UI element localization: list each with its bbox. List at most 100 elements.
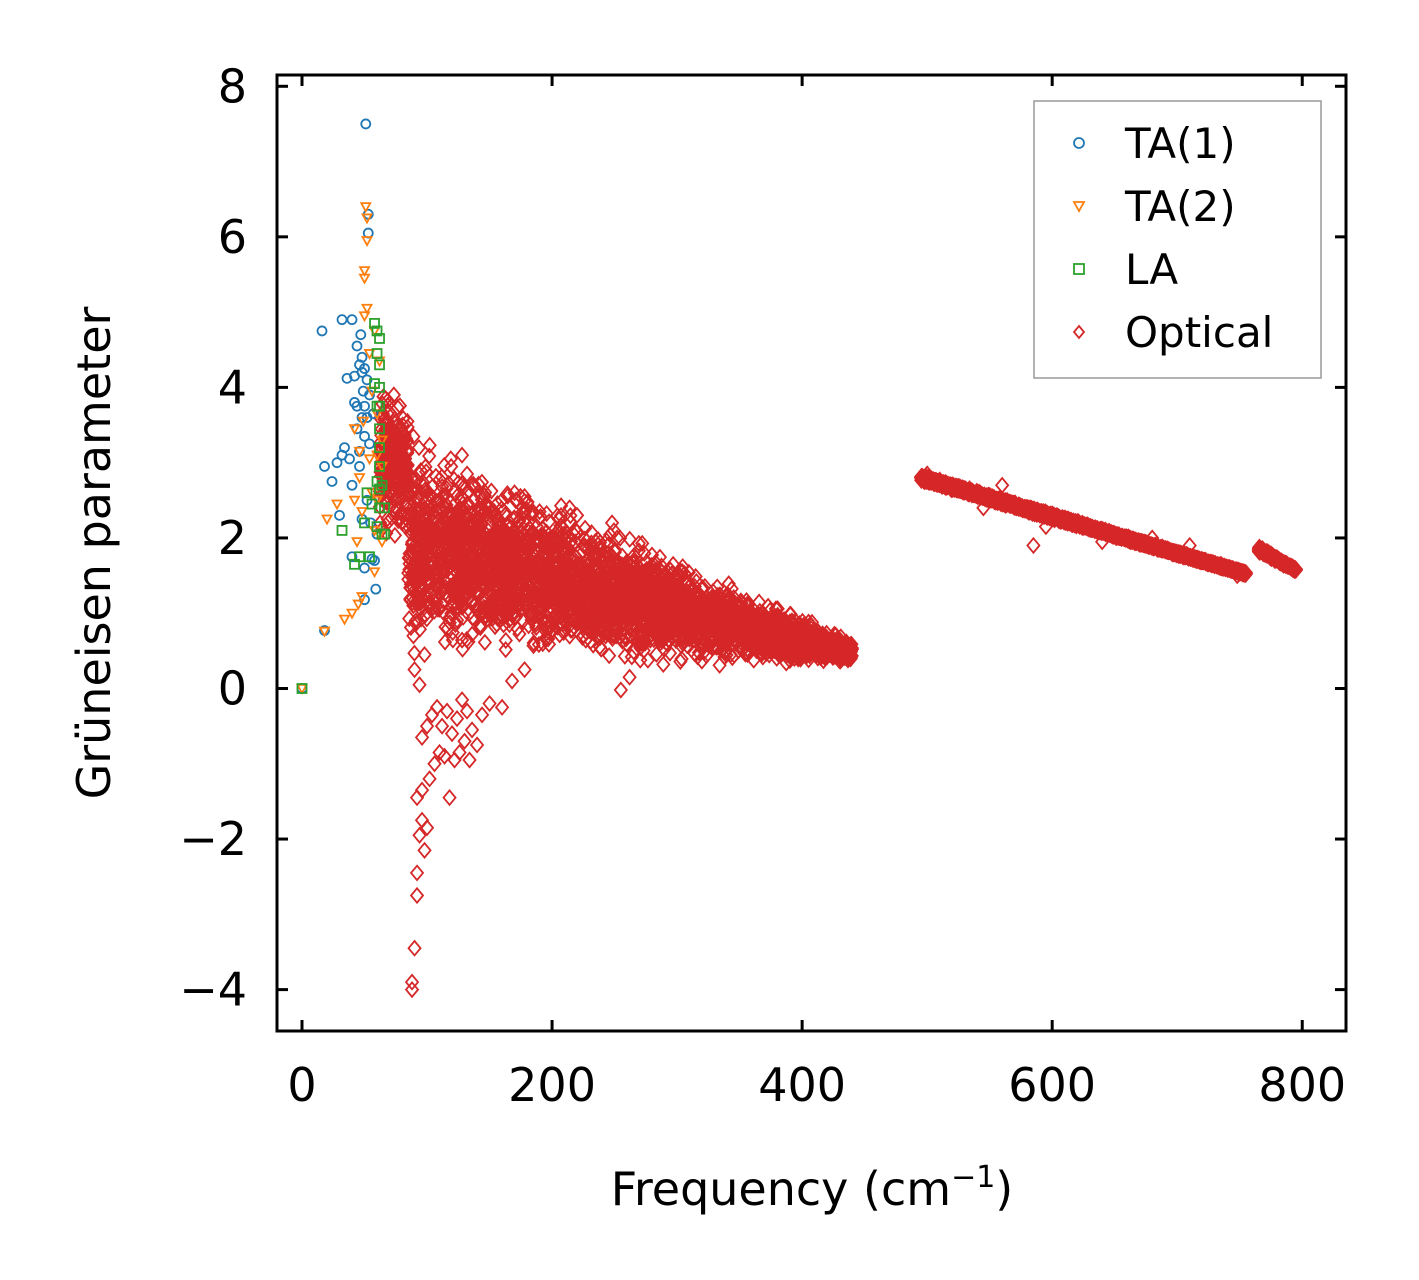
optical-point — [677, 565, 692, 583]
optical-point — [513, 536, 529, 554]
optical-point — [422, 518, 437, 536]
optical-point — [677, 617, 692, 636]
optical-point — [498, 641, 513, 659]
optical-point — [375, 463, 391, 481]
optical-point — [490, 610, 506, 628]
optical-point — [710, 624, 726, 642]
optical-point — [607, 543, 623, 561]
optical-point — [627, 615, 643, 634]
optical-point — [444, 597, 459, 615]
optical-point — [395, 416, 410, 434]
optical-point — [605, 588, 621, 606]
optical-point — [427, 577, 442, 595]
optical-point — [443, 504, 458, 522]
optical-point — [676, 628, 692, 646]
optical-point — [438, 548, 453, 566]
optical-point — [408, 575, 424, 593]
optical-point — [413, 610, 429, 628]
optical-point — [484, 482, 499, 500]
optical-point — [623, 584, 638, 602]
optical-point — [648, 589, 664, 607]
optical-point — [675, 558, 690, 576]
optical-point — [540, 612, 555, 631]
optical-point — [553, 497, 569, 515]
optical-point — [396, 457, 411, 476]
optical-point — [590, 535, 606, 554]
optical-point — [602, 526, 618, 544]
optical-point — [564, 572, 579, 590]
optical-point — [474, 501, 490, 519]
optical-point — [703, 616, 719, 634]
optical-point — [721, 575, 736, 593]
optical-point — [488, 523, 503, 541]
optical-point — [621, 576, 637, 594]
optical-point — [421, 509, 437, 527]
optical-point — [553, 506, 569, 525]
optical-point — [435, 478, 450, 496]
optical-point — [728, 594, 743, 613]
optical-point — [535, 585, 550, 603]
optical-point — [793, 649, 808, 667]
optical-point — [456, 521, 471, 540]
optical-point — [449, 611, 465, 629]
optical-point — [455, 640, 470, 658]
optical-point — [414, 590, 430, 608]
optical-point — [508, 607, 524, 626]
optical-point — [571, 555, 586, 573]
optical-point — [506, 511, 521, 529]
optical-point — [437, 633, 453, 651]
optical-point — [719, 618, 734, 636]
optical-point — [624, 648, 639, 666]
optical-point — [475, 566, 490, 584]
optical-point — [520, 596, 535, 615]
optical-point — [496, 616, 511, 634]
optical-point — [544, 539, 559, 557]
optical-point — [598, 627, 613, 645]
optical-point — [411, 591, 426, 609]
optical-point — [408, 612, 424, 630]
optical-point — [711, 612, 726, 630]
optical-point — [810, 638, 826, 656]
optical-point — [692, 604, 707, 623]
optical-point — [622, 530, 637, 548]
optical-point — [587, 583, 603, 601]
optical-point — [595, 565, 610, 583]
optical-point — [843, 636, 858, 654]
optical-point — [579, 567, 594, 586]
optical-point — [701, 621, 717, 639]
optical-point — [397, 449, 413, 467]
optical-point — [507, 509, 522, 527]
optical-point — [497, 601, 513, 619]
optical-point — [450, 553, 465, 571]
optical-point — [539, 504, 554, 523]
optical-point — [563, 506, 578, 525]
optical-point — [555, 526, 570, 544]
optical-point — [739, 625, 754, 643]
optical-point — [538, 612, 554, 631]
optical-point — [443, 450, 458, 468]
optical-point — [434, 564, 450, 582]
optical-point — [388, 412, 404, 430]
optical-point — [607, 616, 623, 634]
optical-point — [439, 479, 454, 498]
optical-point — [445, 631, 461, 649]
optical-point — [720, 598, 735, 616]
optical-point — [659, 578, 675, 597]
optical-point — [512, 625, 527, 643]
optical-point — [511, 559, 527, 577]
optical-point — [731, 617, 746, 636]
optical-point — [447, 592, 462, 610]
optical-point — [741, 625, 756, 644]
optical-point — [406, 428, 421, 446]
optical-point — [642, 617, 657, 635]
optical-point — [552, 550, 567, 569]
optical-point — [670, 577, 686, 595]
optical-point — [520, 521, 535, 540]
optical-point — [467, 530, 483, 548]
optical-point — [458, 561, 473, 579]
optical-point — [412, 537, 427, 555]
optical-point — [523, 574, 538, 592]
optical-point — [438, 536, 453, 554]
optical-point — [610, 553, 625, 571]
optical-point — [450, 533, 465, 551]
